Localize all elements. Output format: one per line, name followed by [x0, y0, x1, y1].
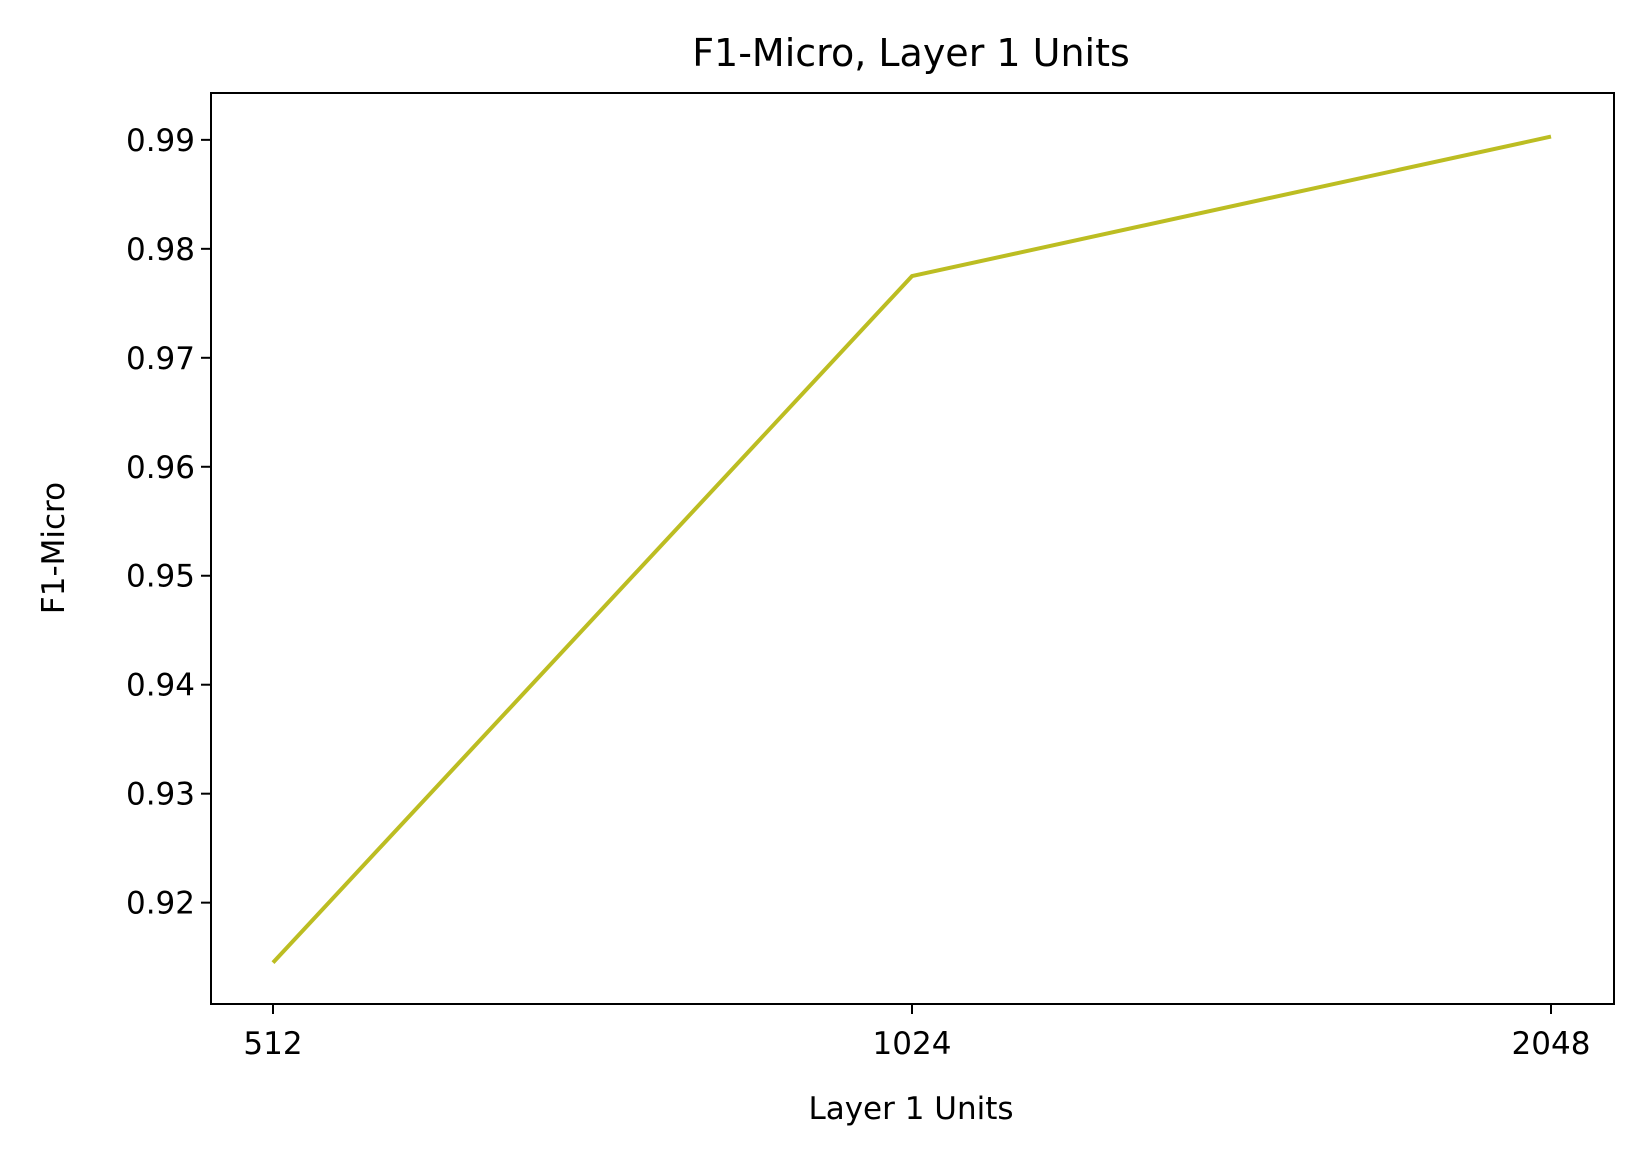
x-tick-label: 2048 [1512, 1026, 1591, 1062]
y-tick-label: 0.99 [126, 123, 195, 159]
x-tick-label: 1024 [873, 1026, 952, 1062]
x-axis-label: Layer 1 Units [808, 1091, 1013, 1127]
y-tick-label: 0.94 [126, 668, 195, 704]
plot-area [271, 134, 1552, 964]
y-axis: 0.92 0.93 0.94 0.95 0.96 0.97 0.98 0.99 [126, 123, 211, 922]
y-axis-label: F1-Micro [36, 482, 72, 614]
x-axis: 512 1024 2048 [243, 1004, 1590, 1062]
y-tick-label: 0.98 [126, 232, 195, 268]
chart-title: F1-Micro, Layer 1 Units [692, 31, 1130, 75]
y-tick-label: 0.93 [126, 777, 195, 813]
y-tick-label: 0.97 [126, 341, 195, 377]
x-tick-label: 512 [243, 1026, 302, 1062]
y-tick-label: 0.96 [126, 450, 195, 486]
y-tick-label: 0.92 [126, 886, 195, 922]
y-tick-label: 0.95 [126, 559, 195, 595]
series-line [271, 134, 1552, 964]
